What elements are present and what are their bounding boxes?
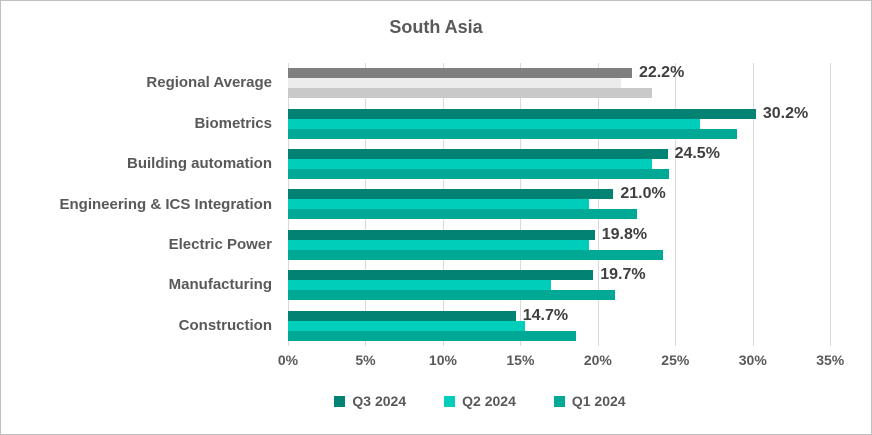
category-label-engineering-ics-integration: Engineering & ICS Integration [59,195,272,213]
bar-regional-average-q1-2024 [288,88,653,99]
legend-item-q1-2024: Q1 2024 [553,393,626,409]
bar-manufacturing-q2-2024 [288,280,552,291]
bar-biometrics-q2-2024 [288,118,701,129]
legend-item-q3-2024: Q3 2024 [334,394,406,408]
bar-regional-average-q3-2024 [288,68,632,79]
data-label-regional-average: 22.2% [638,64,685,82]
bar-line-building-automation-q3-2024: 24.5% [288,145,838,163]
bar-group-building-automation: 24.5% [288,144,838,184]
category-label-electric-power: Electric Power [168,236,272,254]
x-tick-35: 35% [816,352,845,368]
bar-electric-power-q1-2024 [288,249,663,260]
bar-construction-q2-2024 [288,320,526,331]
category-label-building-automation: Building automation [127,155,272,173]
bar-group-engineering-ics-integration: 21.0% [288,184,838,224]
gridline-25 [675,63,677,346]
bar-line-construction-q3-2024: 14.7% [288,306,838,324]
bar-line-construction-q2-2024 [288,320,838,331]
legend-label: Q3 2024 [352,393,407,409]
bar-manufacturing-q3-2024 [288,270,594,281]
legend-swatch-icon [444,395,456,407]
bar-building-automation-q2-2024 [288,159,653,170]
x-tick-30: 30% [738,352,767,368]
bar-group-biometrics: 30.2% [288,103,838,143]
category-labels: Regional Average Biometrics Building autom… [1,63,288,346]
category-label-regional-average: Regional Average [146,74,272,92]
bar-line-engineering-ics-integration-q2-2024 [288,199,838,210]
bar-line-regional-average-q3-2024: 22.2% [288,64,838,82]
bar-group-manufacturing: 19.7% [288,265,838,305]
bar-line-biometrics-q1-2024 [288,128,838,139]
bar-regional-average-q2-2024 [288,78,622,89]
bar-manufacturing-q1-2024 [288,290,615,301]
bar-biometrics-q3-2024 [288,108,756,119]
bar-line-regional-average-q1-2024 [288,88,838,99]
bar-electric-power-q2-2024 [288,239,589,250]
data-label-manufacturing: 19.7% [600,266,646,284]
bar-building-automation-q1-2024 [288,169,670,180]
legend-swatch-icon [334,395,346,407]
bar-line-regional-average-q2-2024 [288,78,838,89]
bar-line-construction-q1-2024 [288,330,838,341]
bar-line-electric-power-q3-2024: 19.8% [288,225,838,243]
legend-swatch-icon [553,395,565,407]
x-axis: 0% 5% 10% 15% 20% 25% 30% 35% [278,352,844,372]
bar-line-electric-power-q1-2024 [288,249,838,260]
data-label-electric-power: 19.8% [601,225,648,243]
bar-line-biometrics-q3-2024: 30.2% [288,104,838,122]
bar-building-automation-q3-2024 [288,149,668,160]
data-label-engineering-ics-integration: 21.0% [620,185,666,203]
bar-group-electric-power: 19.8% [288,225,838,265]
x-tick-20: 20% [583,352,612,368]
bar-engineering-ics-integration-q2-2024 [288,199,589,210]
bar-engineering-ics-integration-q3-2024 [288,189,614,200]
category-label-construction: Construction [178,316,272,334]
chart-title: South Asia [389,17,483,37]
bar-electric-power-q3-2024 [288,229,595,240]
x-tick-15: 15% [506,352,535,368]
legend: Q3 2024 Q2 2024 Q1 2024 [45,393,871,409]
bar-line-electric-power-q2-2024 [288,239,838,250]
gridline-20 [597,63,599,346]
chart-body: Regional Average Biometrics Building autom… [1,63,871,346]
bar-construction-q1-2024 [288,330,577,341]
bar-group-regional-average: 22.2% [288,63,838,103]
bar-line-manufacturing-q3-2024: 19.7% [288,266,838,284]
gridline-30 [752,63,754,346]
bar-group-construction: 14.7% [288,306,838,346]
x-tick-0: 0% [277,352,299,368]
bar-engineering-ics-integration-q1-2024 [288,209,637,220]
bar-construction-q3-2024 [288,310,516,321]
legend-label: Q1 2024 [571,393,626,409]
bar-line-biometrics-q2-2024 [288,118,838,129]
bar-line-manufacturing-q2-2024 [288,280,838,291]
data-label-biometrics: 30.2% [762,104,809,122]
bar-line-building-automation-q1-2024 [288,169,838,180]
data-label-building-automation: 24.5% [674,145,720,163]
x-tick-5: 5% [355,352,376,368]
data-label-construction: 14.7% [522,306,569,324]
bar-line-engineering-ics-integration-q1-2024 [288,209,838,220]
bar-biometrics-q1-2024 [288,128,738,139]
category-label-biometrics: Biometrics [194,114,272,132]
plot-area: 22.2% 30.2% 24.5% 21.0% 19.8% 19.7% 14.7% [288,63,838,346]
bar-line-engineering-ics-integration-q3-2024: 21.0% [288,185,838,203]
gridline-35 [830,63,832,346]
bar-line-building-automation-q2-2024 [288,159,838,170]
x-tick-25: 25% [661,352,690,368]
legend-item-q2-2024: Q2 2024 [444,394,516,408]
x-tick-10: 10% [428,352,457,368]
legend-label: Q2 2024 [462,393,516,409]
category-label-manufacturing: Manufacturing [168,276,272,294]
bar-line-manufacturing-q1-2024 [288,290,838,301]
